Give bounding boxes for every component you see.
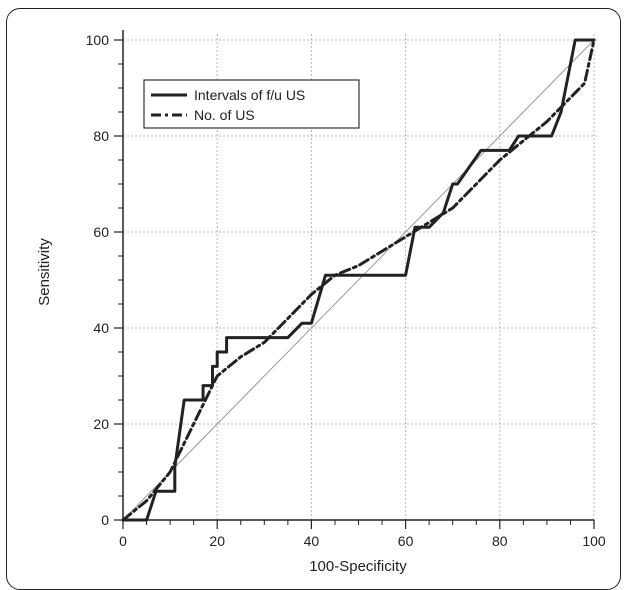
y-tick-label: 20: [93, 416, 109, 432]
y-tick-label: 40: [93, 320, 109, 336]
x-tick-label: 100: [582, 533, 606, 549]
y-tick-label: 0: [101, 512, 109, 528]
legend: Intervals of f/u US No. of US: [144, 80, 359, 128]
y-tick-label: 60: [93, 224, 109, 240]
x-tick-label: 40: [304, 533, 320, 549]
y-tick-label: 100: [86, 32, 110, 48]
x-tick-label: 20: [209, 533, 225, 549]
legend-label-1: Intervals of f/u US: [194, 87, 305, 103]
x-axis-title: 100-Specificity: [309, 558, 407, 574]
y-tick-label: 80: [93, 128, 109, 144]
legend-label-2: No. of US: [194, 107, 255, 123]
roc-chart: 0 20 40 60 80 100 0 20 40 60 80 100 100-Specificity…: [0, 0, 627, 574]
y-axis-title: Sensitivity: [36, 238, 53, 306]
x-tick-label: 60: [398, 533, 414, 549]
x-tick-label: 0: [119, 533, 127, 549]
x-tick-label: 80: [492, 533, 508, 549]
